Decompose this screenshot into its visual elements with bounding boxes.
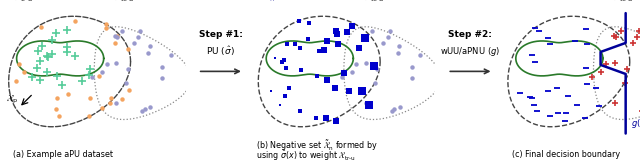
Text: using $\hat{\sigma}(x)$ to weight $\mathcal{X}_{\mathrm{tr\text{-}u}}$: using $\hat{\sigma}(x)$ to weight $\math…	[256, 148, 356, 163]
Text: Step #1:: Step #1:	[199, 30, 243, 39]
Text: PU $(\hat{\sigma})$: PU $(\hat{\sigma})$	[206, 45, 236, 58]
Text: $\tilde{\mathcal{X}}_{\mathrm{n}}$: $\tilde{\mathcal{X}}_{\mathrm{n}}$	[263, 0, 275, 4]
Text: (c) Final decision boundary: (c) Final decision boundary	[512, 150, 620, 159]
Text: $\mathcal{X}_{\mathrm{tr\text{-}u}}$: $\mathcal{X}_{\mathrm{tr\text{-}u}}$	[13, 0, 33, 4]
Text: (a) Example aPU dataset: (a) Example aPU dataset	[13, 150, 113, 159]
Text: (b) Negative set $\tilde{\mathcal{X}}_{\mathrm{n}}$ formed by: (b) Negative set $\tilde{\mathcal{X}}_{\…	[256, 138, 378, 153]
Text: $\mathcal{X}_{\mathrm{te\text{-}u}}$: $\mathcal{X}_{\mathrm{te\text{-}u}}$	[114, 0, 134, 4]
Text: Step #2:: Step #2:	[449, 30, 492, 39]
Text: $g(x)$: $g(x)$	[631, 117, 640, 130]
Text: $\mathcal{X}_{\mathrm{te\text{-}u}}$: $\mathcal{X}_{\mathrm{te\text{-}u}}$	[613, 0, 634, 4]
Text: $\mathcal{X}_{\mathrm{te\text{-}u}}$: $\mathcal{X}_{\mathrm{te\text{-}u}}$	[364, 0, 384, 4]
Text: wUU/aPNU $(g)$: wUU/aPNU $(g)$	[440, 45, 500, 58]
Text: $\mathcal{X}_{\mathrm{p}}$: $\mathcal{X}_{\mathrm{p}}$	[6, 93, 19, 107]
